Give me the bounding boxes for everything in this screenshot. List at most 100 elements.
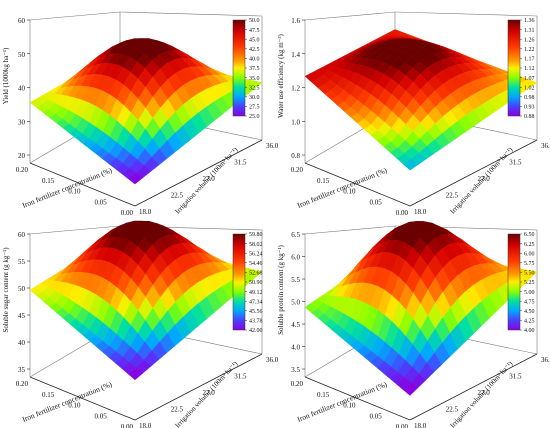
colorbar-tick-label: 1.02 [524,85,535,91]
colorbar-tick-label: 4.75 [524,299,535,305]
y-tick-label: 36.0 [541,356,550,364]
x-tick-label: 0.10 [68,402,81,410]
y-axis-line [134,139,263,207]
x-tick-label: 0.20 [291,380,304,388]
z-axis-title: Soluble sugar content (g kg⁻¹) [2,247,10,333]
colorbar-tick-label: 0.88 [524,114,535,120]
colorbar-tick-label: 6.00 [524,251,535,257]
x-tick-label: 0.05 [370,412,383,420]
colorbar-tick-label: 1.17 [524,57,535,63]
y-axis-line [409,353,538,421]
colorbar-tick-label: 52.68 [249,271,263,277]
y-tick-label: 36.0 [541,142,550,150]
x-tick-label: 0.15 [317,391,330,399]
colorbar-tick-label: 37.5 [249,66,260,72]
colorbar-tick-label: 35.0 [249,76,260,82]
surface [29,38,263,185]
z-tick-label: 55 [18,258,26,266]
y-tick-label: 18.0 [139,422,152,428]
z-axis-title: Yield (1000kg ha⁻¹) [2,47,10,104]
x-tick-label: 0.20 [16,380,29,388]
z-tick-label: 3.5 [291,366,300,374]
x-axis-line [304,376,411,421]
colorbar-tick-label: 0.93 [524,105,535,111]
surface-facet [403,382,419,396]
colorbar-tick-label: 6.25 [524,242,535,248]
x-tick-label: 0.10 [343,188,356,196]
colorbar-tick-label: 5.75 [524,261,535,267]
colorbar-tick-label: 32.5 [249,85,260,91]
x-tick-label: 0.20 [16,166,29,174]
x-tick-label: 0.00 [121,209,134,217]
chart-panel-2: 0.8 1.0 1.2 1.4 1.6 0.20 0.15 0.10 0.05 0.00 18.0 2… [277,11,550,217]
colorbar-tick-label: 25.0 [249,114,260,120]
colorbar-tick-label: 5.50 [524,271,535,277]
y-tick-label: 31.5 [509,159,522,167]
colorbar-tick-label: 0.98 [524,95,535,101]
z-tick-label: 60 [18,231,26,239]
z-tick-label: 1.2 [291,85,300,93]
x-tick-label: 0.10 [68,188,81,196]
x-tick-label: 0.15 [42,391,55,399]
y-tick-label: 36.0 [266,356,279,364]
x-tick-label: 0.05 [95,412,108,420]
z-tick-label: 50 [18,51,26,59]
chart-panel-1: 20 30 40 50 60 0.20 0.15 0.10 0.05 0.00 18.0 22.5 27… [2,11,279,217]
colorbar-tick-label: 1.12 [524,66,535,72]
colorbar-tick-label: 5.00 [524,290,535,296]
colorbar-tick-label: 40.0 [249,57,260,63]
colorbar-tick-label: 5.25 [524,280,535,286]
surface [304,29,538,171]
z-tick-label: 6.0 [291,254,300,262]
z-tick-label: 35 [18,366,26,374]
y-tick-label: 22.5 [446,406,459,414]
x-tick-label: 0.15 [317,177,330,185]
y-tick-label: 22.5 [171,406,184,414]
chart-panel-4: 3.5 4.0 4.5 5.0 5.5 6.0 6.5 0.20 0.15 0.10 0.05 0.0… [277,221,550,428]
box-edge [394,225,538,354]
colorbar-tick-label: 6.50 [524,232,535,238]
y-tick-label: 27.0 [478,389,491,397]
x-tick-label: 0.20 [291,166,304,174]
x-axis-line [304,162,411,207]
x-axis-line [29,376,136,421]
x-tick-label: 0.10 [343,402,356,410]
colorbar-tick-label: 42.00 [249,328,263,334]
colorbar-tick-label: 50.90 [249,280,263,286]
colorbar-tick-label: 4.50 [524,309,535,315]
colorbar [232,233,246,331]
z-axis-title: Water use efficiency (kg m⁻³) [277,34,285,118]
z-tick-label: 6.5 [291,231,300,239]
y-tick-label: 31.5 [509,373,522,381]
y-axis-line [134,353,263,421]
z-tick-label: 4.0 [291,344,300,352]
z-axis-title: Soluble protein content (g kg⁻¹) [277,244,285,334]
colorbar-tick-label: 42.5 [249,47,260,53]
y-tick-label: 22.5 [171,192,184,200]
colorbar-tick-label: 1.22 [524,47,535,53]
y-tick-label: 27.0 [203,175,216,183]
colorbar-tick-label: 47.5 [249,28,260,34]
colorbar-tick-label: 47.34 [249,299,263,305]
y-tick-label: 22.5 [446,192,459,200]
z-tick-label: 5.5 [291,276,300,284]
z-tick-label: 1.4 [291,51,300,59]
colorbar-tick-label: 45.0 [249,37,260,43]
surface [304,221,538,396]
y-tick-label: 18.0 [414,422,427,428]
colorbar-tick-label: 54.46 [249,261,263,267]
box-edge [119,11,263,140]
y-tick-label: 36.0 [266,142,279,150]
z-tick-label: 45 [18,312,26,320]
surface [29,220,263,381]
colorbar-tick-label: 50.0 [249,18,260,24]
z-tick-label: 20 [18,152,26,160]
y-axis-title: Irrigation volume (100m³ ha⁻¹) [174,359,240,428]
y-tick-label: 31.5 [234,159,247,167]
y-tick-label: 18.0 [414,208,427,216]
colorbar-tick-label: 1.31 [524,28,535,34]
colorbar-tick-label: 27.5 [249,105,260,111]
colorbar-tick-label: 49.12 [249,290,263,296]
colorbar [507,233,521,331]
